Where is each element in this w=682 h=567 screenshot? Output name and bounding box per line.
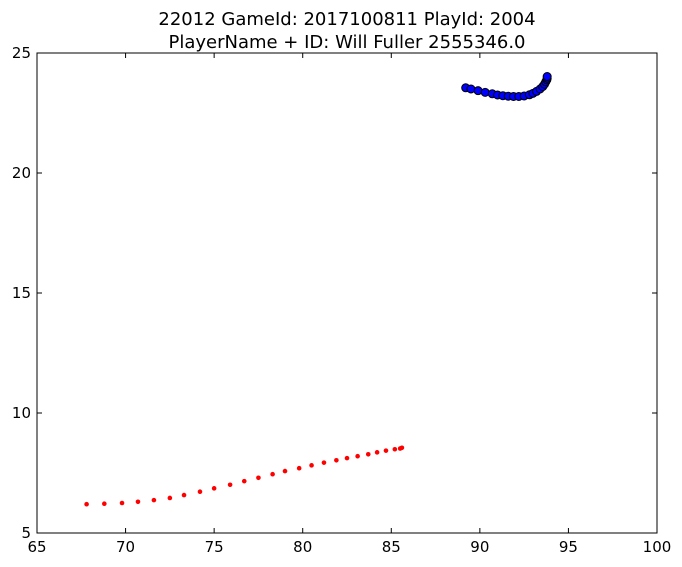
data-point	[282, 468, 288, 474]
series-1	[84, 445, 405, 507]
data-point	[334, 457, 339, 463]
data-point	[84, 501, 89, 507]
data-point	[374, 450, 380, 455]
plot-frame	[36, 52, 658, 534]
data-point	[227, 482, 233, 488]
x-tick-label: 65	[27, 538, 46, 556]
x-tick-label: 70	[116, 538, 135, 556]
data-point	[211, 486, 217, 491]
data-point	[151, 497, 157, 503]
series-0	[461, 72, 552, 101]
y-tick-label: 15	[12, 284, 31, 302]
data-point	[383, 448, 389, 453]
x-tick-label: 75	[205, 538, 224, 556]
x-tick-label: 100	[643, 538, 672, 556]
data-point	[197, 489, 203, 495]
x-tick-label: 80	[293, 538, 312, 556]
y-tick-label: 5	[21, 524, 31, 542]
data-point	[270, 471, 275, 477]
data-point	[181, 492, 187, 498]
data-point	[392, 446, 398, 452]
chart-subtitle: PlayerName + ID: Will Fuller 2555346.0	[168, 32, 525, 53]
data-point	[309, 463, 314, 468]
plot-marks	[84, 72, 552, 507]
data-point	[296, 465, 302, 471]
data-point	[399, 445, 405, 451]
y-tick-label: 25	[12, 44, 31, 62]
data-point	[480, 87, 490, 97]
data-point	[256, 475, 261, 481]
data-point	[119, 500, 125, 506]
data-point	[102, 501, 107, 507]
x-tick-label: 85	[382, 538, 401, 556]
data-point	[167, 495, 173, 501]
data-point	[135, 499, 141, 505]
axis-ticks: 65 70 75 80 85 90 95 100 5 10 15 20 25	[12, 44, 671, 556]
data-point	[365, 451, 371, 457]
x-tick-label: 90	[470, 538, 489, 556]
data-point	[355, 453, 360, 459]
chart-title: 22012 GameId: 2017100811 PlayId: 2004	[158, 9, 535, 30]
data-point	[321, 460, 327, 465]
y-tick-label: 10	[12, 404, 31, 422]
y-tick-label: 20	[12, 164, 31, 182]
data-point	[542, 72, 552, 82]
x-tick-label: 95	[559, 538, 578, 556]
data-point	[344, 455, 350, 461]
data-point	[241, 478, 247, 484]
